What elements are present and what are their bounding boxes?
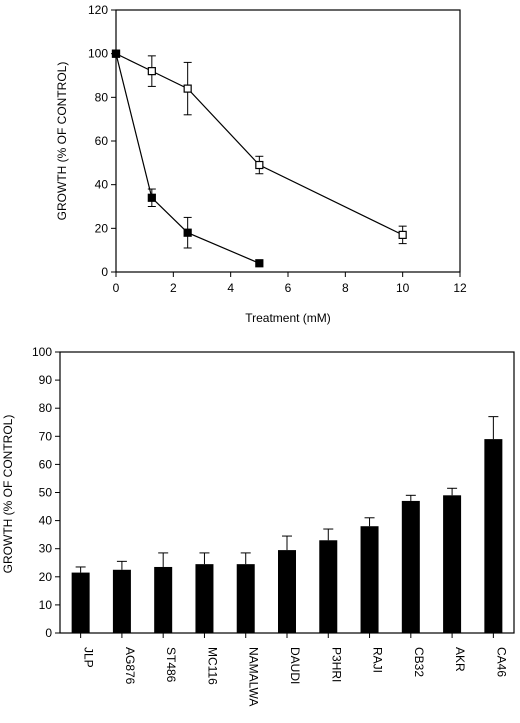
line-chart-open-square-point [147,67,156,76]
bar-chart-category-label: NAMALWA [247,647,261,706]
bar-chart-y-axis-label: GROWTH (% OF CONTROL) [1,415,15,574]
bar-chart-y-tick-label: 40 [39,514,53,528]
line-chart-y-tick-label: 0 [101,265,108,279]
bar-chart-y-tick-label: 90 [39,373,53,387]
bar [112,569,131,633]
bar-chart-category-label: CA46 [494,647,508,677]
bar [484,439,503,633]
bar-chart-bars [71,416,503,633]
line-chart-filled-square-point [183,228,192,237]
bar-chart-y-tick-label: 70 [39,429,53,443]
bar [360,526,379,633]
bar-chart-x-axis: JLP AG876 ST486 MC116 NAMALWA DAUDI P3HRI RAJI C… [80,633,508,706]
line-chart-y-tick-label: 20 [95,221,109,235]
bar-chart-category-label: AG876 [123,647,137,685]
bar [278,550,296,633]
line-chart-open-square-point [255,160,264,170]
bar-chart-category-label: P3HRI [329,647,343,682]
bar-chart-y-tick-label: 100 [32,345,52,359]
line-chart-x-tick-label: 8 [342,281,349,295]
line-chart-x-axis: 0 2 4 6 8 10 12 [113,272,467,295]
line-chart-open-square-point [183,84,192,93]
bar-chart-category-label: ST486 [164,647,178,683]
bar-chart-y-tick-label: 10 [39,598,53,612]
bar-chart-category-label: JLP [82,647,96,668]
bar-chart-category-label: AKR [453,647,467,672]
bar [154,566,173,633]
line-chart-x-tick-label: 6 [285,281,292,295]
bar-chart-y-axis: 0 10 20 30 40 50 60 70 80 90 100 [32,345,60,640]
line-chart-y-axis-label: GROWTH (% OF CONTROL) [55,62,69,221]
bar-chart-category-label: DAUDI [288,647,302,684]
bar-chart-y-tick-label: 0 [45,626,52,640]
bar-chart-y-tick-label: 80 [39,401,53,415]
line-chart-y-tick-label: 60 [95,134,109,148]
bar-chart-category-label: RAJI [371,647,385,673]
line-chart-y-tick-label: 80 [95,90,109,104]
line-chart-y-axis: 0 20 40 60 80 100 120 [88,3,116,279]
bar-chart-y-tick-label: 20 [39,570,53,584]
line-chart-plot-frame [115,9,461,273]
bar-chart-y-tick-label: 30 [39,542,53,556]
line-chart-y-tick-label: 100 [88,47,108,61]
line-chart-filled-square-point [147,193,156,202]
line-chart-open-square-point [398,230,407,239]
line-chart-series [111,49,407,268]
bar [319,540,338,633]
bar [236,564,255,633]
line-chart-y-tick-label: 120 [88,3,108,17]
bar-chart-y-tick-label: 60 [39,457,53,471]
bar-chart-category-label: CB32 [412,647,426,677]
line-chart-x-tick-label: 12 [453,281,467,295]
line-chart-x-tick-label: 10 [396,281,410,295]
bar-chart: 0 10 20 30 40 50 60 70 80 90 100 JLP AG876 ST486 MC11… [1,345,515,706]
bar-chart-y-tick-label: 50 [39,486,53,500]
line-chart-x-tick-label: 0 [113,281,120,295]
bar [195,564,214,633]
line-chart-series-line [115,53,403,236]
bar [401,500,420,633]
bar [71,572,90,633]
line-chart-y-tick-label: 40 [95,178,109,192]
bar-chart-category-label: MC116 [205,647,219,685]
line-chart-filled-square-point [111,49,121,58]
line-chart: 0 20 40 60 80 100 120 0 2 4 6 8 10 12 Treatment (mM)… [55,3,467,325]
line-chart-series-line [115,53,260,264]
bar [443,495,462,633]
line-chart-x-axis-label: Treatment (mM) [245,311,331,325]
line-chart-x-tick-label: 2 [170,281,177,295]
line-chart-x-tick-label: 4 [227,281,234,295]
line-chart-filled-square-point [255,259,264,268]
